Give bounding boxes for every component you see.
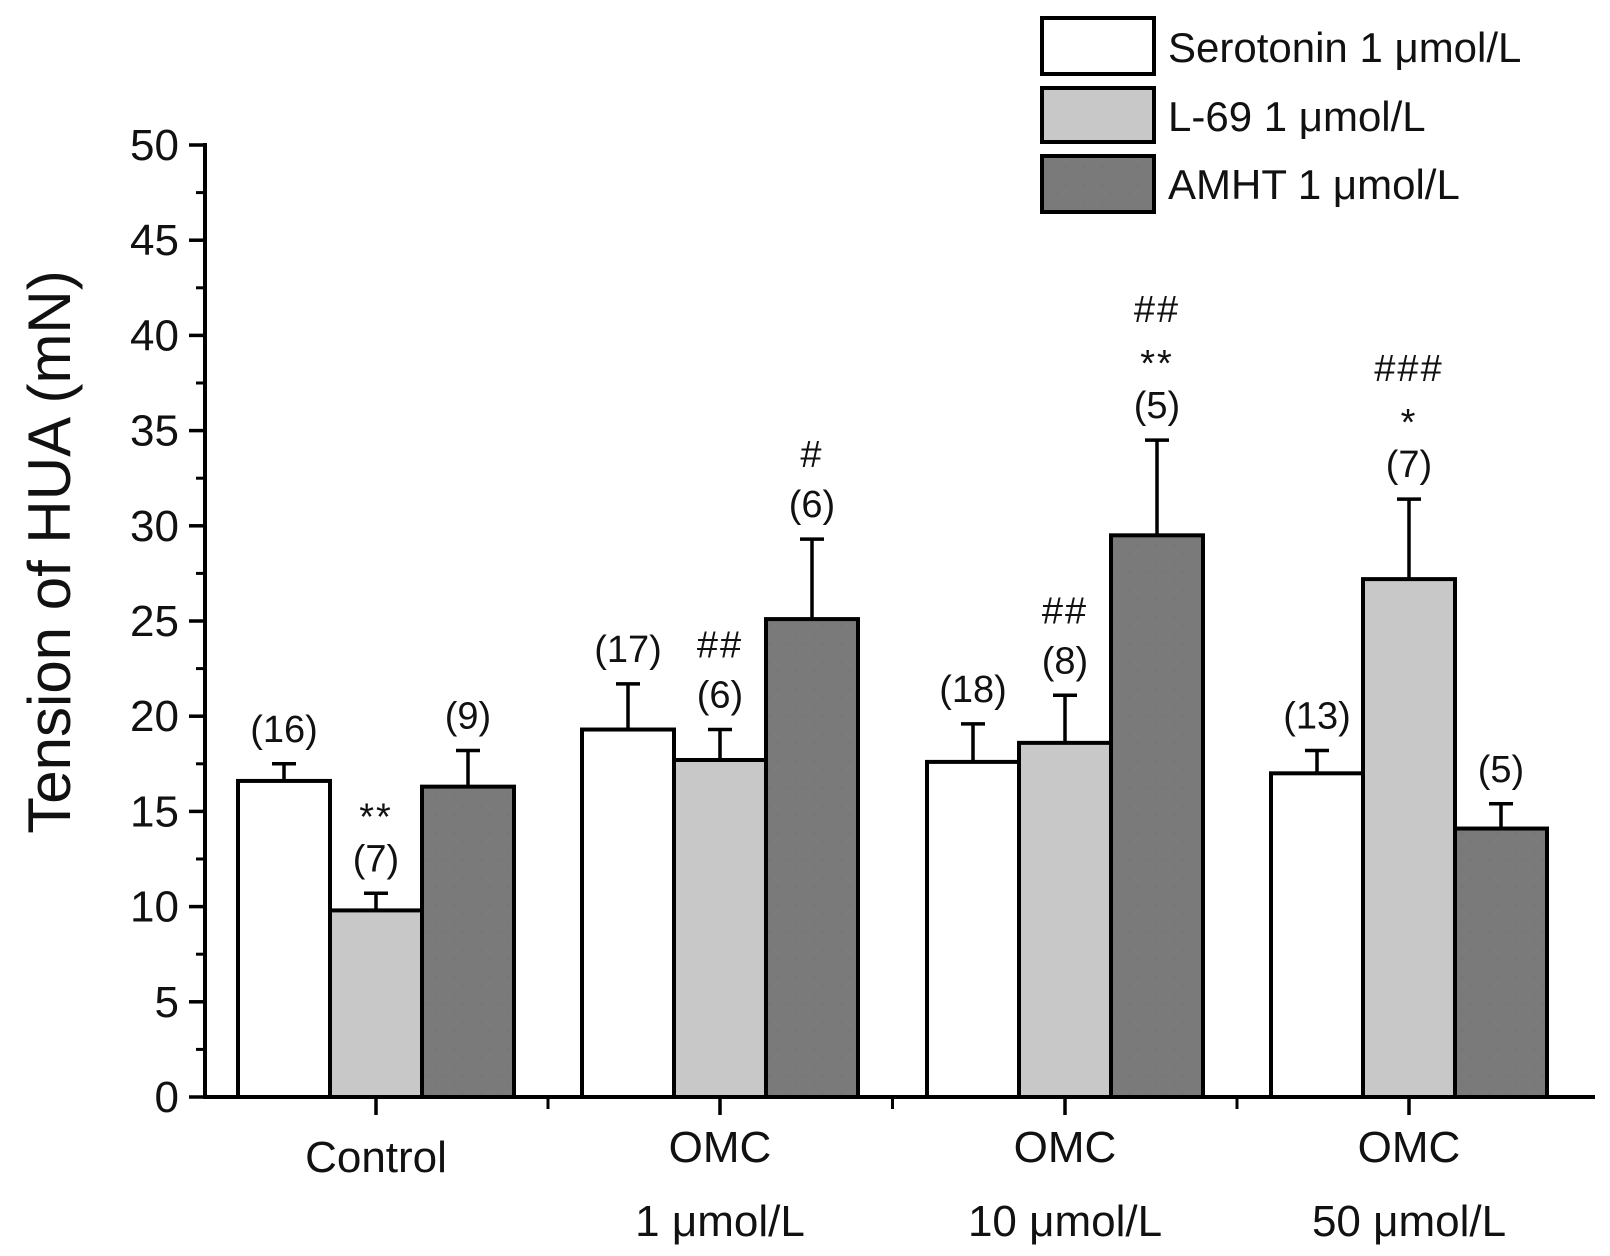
y-tick-label: 0 xyxy=(155,1073,179,1122)
sample-size-label: (5) xyxy=(1478,749,1524,791)
y-tick-label: 35 xyxy=(130,407,179,456)
x-category-sublabel: 50 μmol/L xyxy=(1312,1197,1506,1246)
bar-texture xyxy=(424,788,512,1095)
y-tick-label: 45 xyxy=(130,216,179,265)
sample-size-label: (7) xyxy=(353,838,399,880)
sample-size-label: (5) xyxy=(1134,385,1180,427)
x-category-label: OMC xyxy=(1358,1123,1461,1172)
significance-label: # xyxy=(800,434,823,476)
bar xyxy=(328,908,424,1100)
bar xyxy=(925,759,1021,1099)
legend-swatch-amht-texture xyxy=(1044,158,1152,210)
x-category-label: OMC xyxy=(1014,1123,1117,1172)
significance-label: ## xyxy=(1134,289,1180,331)
significance-label: ** xyxy=(359,796,393,838)
bar xyxy=(1017,740,1113,1100)
bar-texture xyxy=(1457,830,1545,1095)
y-tick-label: 40 xyxy=(130,311,179,360)
sample-size-label: (16) xyxy=(250,709,318,751)
legend-swatch-serotonin xyxy=(1040,16,1156,76)
y-tick-label: 10 xyxy=(130,883,179,932)
plot-area: 0 5 10 15 20 25 30 35 40 45 50 Control OMC 1 μmol/L OM… xyxy=(130,121,1595,1246)
sample-size-label: (18) xyxy=(939,669,1007,711)
y-tick-label: 15 xyxy=(130,787,179,836)
sample-size-label: (13) xyxy=(1283,695,1351,737)
bar-texture xyxy=(1113,537,1201,1095)
significance-label: ** xyxy=(1140,343,1174,385)
sample-size-label: (17) xyxy=(594,629,662,671)
bar xyxy=(1269,771,1365,1099)
legend-label-amht: AMHT 1 μmol/L xyxy=(1168,161,1460,208)
bar xyxy=(1361,577,1457,1099)
y-tick-label: 20 xyxy=(130,692,179,741)
significance-label: ## xyxy=(697,625,743,667)
y-tick-label: 30 xyxy=(130,502,179,551)
sample-size-label: (8) xyxy=(1042,640,1088,682)
significance-label: * xyxy=(1401,402,1418,444)
bar-texture xyxy=(768,621,856,1095)
sample-size-label: (6) xyxy=(697,675,743,717)
x-category-label: OMC xyxy=(669,1123,772,1172)
legend-label-serotonin: Serotonin 1 μmol/L xyxy=(1168,24,1521,71)
legend: Serotonin 1 μmol/L L-69 1 μmol/L AMHT 1 … xyxy=(1040,16,1521,214)
x-category-label: Control xyxy=(305,1133,447,1182)
y-tick-label: 25 xyxy=(130,597,179,646)
x-category-sublabel: 10 μmol/L xyxy=(968,1197,1162,1246)
y-tick-label: 50 xyxy=(130,121,179,170)
bar xyxy=(236,778,332,1099)
sample-size-label: (7) xyxy=(1386,444,1432,486)
legend-swatch-l69 xyxy=(1040,86,1156,144)
x-category-sublabel: 1 μmol/L xyxy=(635,1197,805,1246)
significance-label: ### xyxy=(1374,348,1443,390)
legend-label-l69: L-69 1 μmol/L xyxy=(1168,93,1426,140)
y-tick-label: 5 xyxy=(155,978,179,1027)
y-axis-title: Tension of HUA (mN) xyxy=(16,270,83,834)
significance-label: ## xyxy=(1042,590,1088,632)
sample-size-label: (9) xyxy=(445,695,491,737)
bar xyxy=(672,757,768,1099)
bar xyxy=(580,727,676,1099)
sample-size-label: (6) xyxy=(789,484,835,526)
